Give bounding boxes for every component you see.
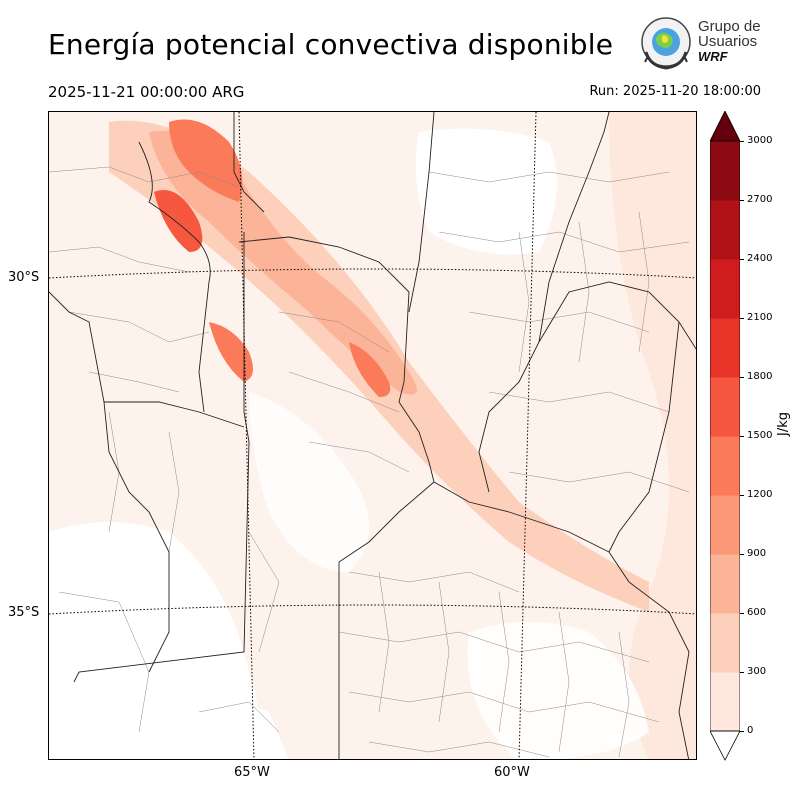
run-time: Run: 2025-11-20 18:00:00 <box>589 84 761 99</box>
graticule <box>49 112 696 759</box>
colorbar-bin <box>710 259 740 319</box>
cape-empty-se <box>467 622 649 759</box>
colorbar-bin <box>710 495 740 555</box>
cape-empty-ne <box>415 128 557 255</box>
colorbar-tick-mark <box>740 672 744 673</box>
cape-core-central <box>209 322 253 382</box>
colorbar-tick-mark <box>740 613 744 614</box>
cape-shading <box>49 112 696 759</box>
colorbar-tick-mark <box>740 259 744 260</box>
colorbar-tick-label: 900 <box>747 548 767 559</box>
colorbar-bin <box>710 613 740 673</box>
colorbar-tick-mark <box>740 554 744 555</box>
colorbar-tick-label: 600 <box>747 607 767 618</box>
cape-area-east <box>609 112 696 759</box>
colorbar-tick-mark <box>740 436 744 437</box>
cape-core-east <box>349 342 391 397</box>
map-title: Energía potencial convectiva disponible <box>48 28 614 61</box>
colorbar-tick-mark <box>740 200 744 201</box>
colorbar-units: J/kg <box>776 412 791 436</box>
colorbar-under-triangle <box>710 730 740 761</box>
lon-label-65w: 65°W <box>234 765 270 780</box>
colorbar-tick-mark <box>740 731 744 732</box>
parallel-35s <box>49 604 696 615</box>
colorbar-tick-label: 1200 <box>747 489 773 500</box>
colorbar-tick-label: 0 <box>747 725 754 736</box>
cape-empty-sw2 <box>159 702 289 759</box>
lat-label-35s: 35°S <box>8 605 40 620</box>
colorbar-tick-mark <box>740 495 744 496</box>
colorbar-bin <box>710 200 740 260</box>
cape-empty-center <box>249 392 369 572</box>
colorbar-tick-mark <box>740 377 744 378</box>
logo-line-1: Grupo de <box>698 18 761 35</box>
colorbar-tick-label: 1500 <box>747 430 773 441</box>
colorbar-tick-label: 1800 <box>747 371 773 382</box>
province-boundaries <box>49 112 696 759</box>
colorbar-outline <box>710 140 740 732</box>
valid-time: 2025-11-21 00:00:00 ARG <box>48 83 245 101</box>
colorbar-tick-mark <box>740 141 744 142</box>
colorbar-tick-label: 300 <box>747 666 767 677</box>
colorbar <box>710 111 740 761</box>
colorbar-bin <box>710 377 740 437</box>
cape-empty-sw <box>49 522 259 759</box>
colorbar-tick-mark <box>740 318 744 319</box>
colorbar-bins <box>710 141 740 732</box>
colorbar-bin <box>710 436 740 496</box>
cape-map <box>49 112 696 759</box>
lon-label-60w: 60°W <box>494 765 530 780</box>
department-boundaries <box>49 166 690 758</box>
colorbar-bin <box>710 318 740 378</box>
colorbar-bin <box>710 141 740 201</box>
colorbar-tick-label: 2700 <box>747 194 773 205</box>
logo-line-3: WRF <box>698 49 728 64</box>
colorbar-tick-label: 2100 <box>747 312 773 323</box>
colorbar-tick-label: 3000 <box>747 135 773 146</box>
parallel-30s <box>49 268 696 279</box>
globe-emblem-icon <box>641 17 691 70</box>
cape-core-west <box>154 190 203 252</box>
map-panel[interactable] <box>48 111 697 760</box>
lat-label-30s: 30°S <box>8 270 40 285</box>
logo-line-2: Usuarios <box>698 33 758 50</box>
colorbar-bin <box>710 672 740 732</box>
colorbar-tick-label: 2400 <box>747 253 773 264</box>
colorbar-over-triangle <box>710 111 740 142</box>
wrf-users-group-logo: Grupo de Usuarios WRF <box>638 16 761 72</box>
colorbar-bin <box>710 554 740 614</box>
